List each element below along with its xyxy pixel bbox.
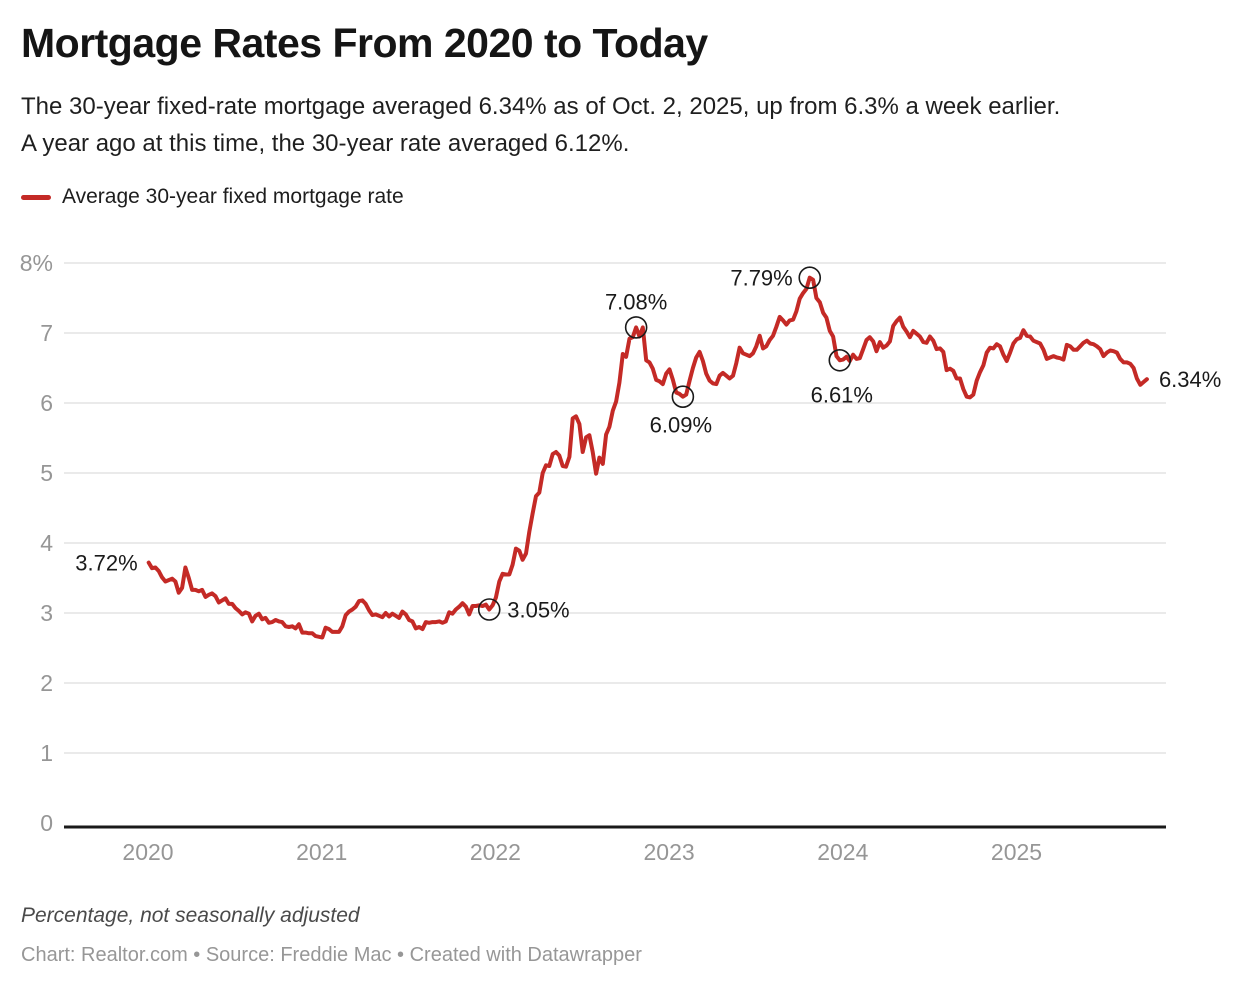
point-marker — [798, 266, 822, 290]
y-tick-label: 4 — [40, 530, 53, 556]
point-annotation: 6.09% — [650, 413, 712, 438]
y-tick-label: 7 — [40, 320, 53, 346]
y-tick-label: 0 — [40, 810, 53, 836]
point-annotation: 6.34% — [1159, 367, 1221, 392]
chart-subtitle-line1: The 30-year fixed-rate mortgage averaged… — [21, 93, 1061, 120]
legend-line-swatch — [21, 194, 51, 200]
chart-title: Mortgage Rates From 2020 to Today — [21, 20, 708, 66]
x-tick-label: 2020 — [122, 839, 173, 865]
point-marker — [477, 598, 501, 621]
y-tick-label: 5 — [40, 460, 53, 486]
point-annotation: 7.08% — [605, 289, 667, 314]
x-tick-label: 2021 — [296, 839, 347, 865]
y-tick-label: 8% — [20, 250, 53, 276]
y-tick-label: 3 — [40, 600, 53, 626]
point-annotation: 7.79% — [730, 266, 792, 291]
x-tick-label: 2024 — [817, 839, 868, 865]
footnote: Percentage, not seasonally adjusted — [21, 904, 360, 927]
point-annotation: 3.72% — [75, 551, 137, 576]
legend: Average 30-year fixed mortgage rate — [21, 185, 404, 209]
y-tick-label: 6 — [40, 390, 53, 416]
attribution: Chart: Realtor.com • Source: Freddie Mac… — [21, 944, 642, 966]
legend-label: Average 30-year fixed mortgage rate — [62, 185, 404, 208]
point-annotation: 6.61% — [811, 382, 873, 407]
x-tick-label: 2025 — [991, 839, 1042, 865]
rate-line — [146, 275, 1149, 640]
y-tick-label: 1 — [40, 740, 53, 766]
point-annotation: 3.05% — [507, 598, 569, 623]
point-marker — [671, 385, 695, 409]
point-marker — [624, 316, 648, 339]
chart-subtitle-line2: A year ago at this time, the 30-year rat… — [21, 130, 630, 157]
point-marker — [828, 348, 852, 372]
x-tick-label: 2023 — [644, 839, 695, 865]
y-tick-label: 2 — [40, 670, 53, 696]
x-tick-label: 2022 — [470, 839, 521, 865]
